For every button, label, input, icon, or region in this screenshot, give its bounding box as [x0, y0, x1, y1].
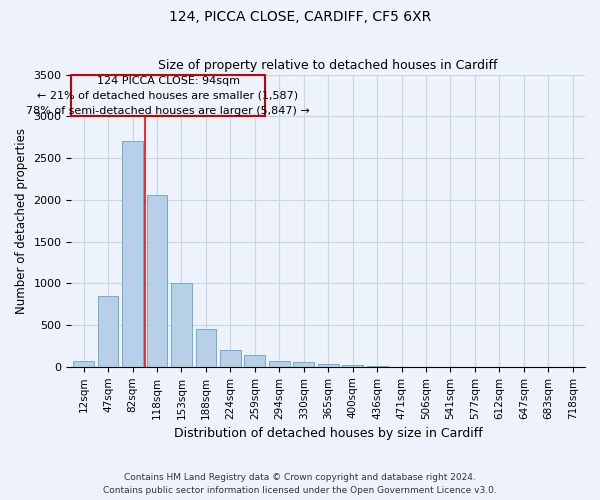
Bar	[122, 142, 143, 367]
Y-axis label: Number of detached properties: Number of detached properties	[15, 128, 28, 314]
Bar	[73, 360, 94, 367]
Text: Contains HM Land Registry data © Crown copyright and database right 2024.
Contai: Contains HM Land Registry data © Crown c…	[103, 474, 497, 495]
Text: 124, PICCA CLOSE, CARDIFF, CF5 6XR: 124, PICCA CLOSE, CARDIFF, CF5 6XR	[169, 10, 431, 24]
Bar	[71, 76, 265, 116]
Bar	[171, 284, 192, 367]
Bar	[98, 296, 118, 367]
Title: Size of property relative to detached houses in Cardiff: Size of property relative to detached ho…	[158, 59, 498, 72]
Bar	[146, 195, 167, 367]
Bar	[342, 365, 363, 367]
Bar	[318, 364, 338, 367]
Bar	[269, 361, 290, 367]
X-axis label: Distribution of detached houses by size in Cardiff: Distribution of detached houses by size …	[174, 427, 482, 440]
Bar	[220, 350, 241, 367]
Bar	[293, 362, 314, 367]
Bar	[196, 329, 217, 367]
Bar	[244, 355, 265, 367]
Text: 124 PICCA CLOSE: 94sqm
← 21% of detached houses are smaller (1,587)
78% of semi-: 124 PICCA CLOSE: 94sqm ← 21% of detached…	[26, 76, 310, 116]
